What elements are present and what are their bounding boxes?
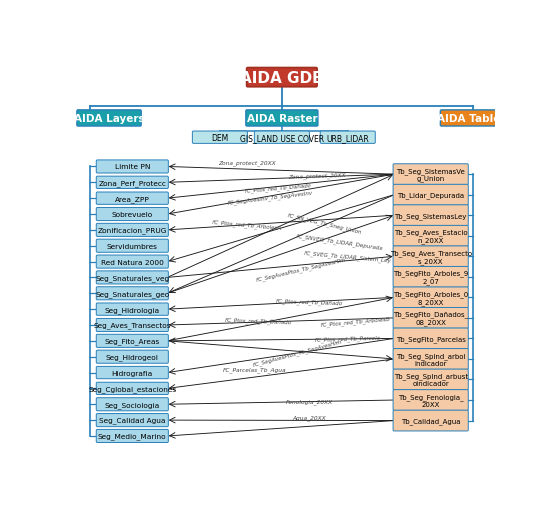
Text: Tb_Seg_Aves_Estacio
n_20XX: Tb_Seg_Aves_Estacio n_20XX [394,229,468,243]
FancyBboxPatch shape [96,366,168,379]
Text: FC_Ptos_red_Tb_Dañado: FC_Ptos_red_Tb_Dañado [276,297,343,305]
FancyBboxPatch shape [393,328,468,349]
Text: Seg_Snaturales_veg: Seg_Snaturales_veg [95,274,169,281]
Text: Servidumbres: Servidumbres [107,243,158,249]
Text: Tb_SegFito_Arboles_9
2_07: Tb_SegFito_Arboles_9 2_07 [393,270,468,285]
Text: Seg_Snaturales_geo: Seg_Snaturales_geo [95,290,169,297]
Text: Seg_Sociologia: Seg_Sociologia [104,401,160,408]
Text: GIS_LAND USE COVER: GIS_LAND USE COVER [240,133,324,143]
Text: FC_Parcelas_Tb_Agua: FC_Parcelas_Tb_Agua [223,367,287,373]
FancyBboxPatch shape [96,430,168,443]
FancyBboxPatch shape [96,303,168,316]
FancyBboxPatch shape [96,287,168,300]
FancyBboxPatch shape [96,161,168,174]
Text: Seg_Cglobal_estaciones: Seg_Cglobal_estaciones [88,385,177,392]
FancyBboxPatch shape [96,208,168,221]
Text: AIDA Raster: AIDA Raster [246,114,317,124]
FancyBboxPatch shape [96,398,168,411]
Text: AIDA GDB: AIDA GDB [240,71,324,86]
Text: Agua_20XX: Agua_20XX [292,414,326,420]
FancyBboxPatch shape [393,410,468,431]
FancyBboxPatch shape [96,224,168,237]
Text: Seg_Hidrologia: Seg_Hidrologia [104,306,160,313]
FancyBboxPatch shape [393,288,468,308]
Text: Sobrevuelo: Sobrevuelo [112,212,153,217]
Text: FC_SVEG_Tb_LIDAR_Sistem_Ley: FC_SVEG_Tb_LIDAR_Sistem_Ley [304,249,392,263]
Text: Zona_protect_20XX: Zona_protect_20XX [218,160,276,166]
Text: Tb_SegFito_Arboles_0
8_20XX: Tb_SegFito_Arboles_0 8_20XX [393,291,468,305]
Text: DEM: DEM [211,133,228,143]
FancyBboxPatch shape [393,267,468,288]
FancyBboxPatch shape [96,382,168,395]
FancyBboxPatch shape [96,271,168,285]
Text: Limite PN: Limite PN [114,164,150,170]
Text: FC_Ptos_red_Tb_Dañado: FC_Ptos_red_Tb_Dañado [244,183,312,194]
FancyBboxPatch shape [96,192,168,205]
Text: Tb_Seg_SistemasVe
g_Union: Tb_Seg_SistemasVe g_Union [397,167,465,182]
Text: Tb_Seg_Splnd_arbust
oindicador: Tb_Seg_Splnd_arbust oindicador [394,373,468,387]
FancyBboxPatch shape [254,132,310,144]
Text: FC_SegAvesPtos_Tb_SegAvesHim: FC_SegAvesPtos_Tb_SegAvesHim [252,338,343,367]
Text: Zona_Perf_Protecc: Zona_Perf_Protecc [98,180,166,186]
Text: Tb_Calidad_Agua: Tb_Calidad_Agua [401,417,460,424]
Text: Hidrografia: Hidrografia [112,370,153,376]
Text: URB_LIDAR: URB_LIDAR [326,133,369,143]
FancyBboxPatch shape [441,110,503,127]
FancyBboxPatch shape [246,68,317,88]
Text: Tb_SegFito_Dañados_
08_20XX: Tb_SegFito_Dañados_ 08_20XX [393,311,468,325]
Text: Tb_Seg_Aves_Transecto
s_20XX: Tb_Seg_Aves_Transecto s_20XX [389,249,472,264]
Text: Tb_Seg_Fenologia_
20XX: Tb_Seg_Fenologia_ 20XX [398,393,464,407]
FancyBboxPatch shape [393,308,468,329]
FancyBboxPatch shape [96,256,168,269]
Text: FC_Ptos_red_Tb_ArbolesA: FC_Ptos_red_Tb_ArbolesA [212,219,282,231]
FancyBboxPatch shape [393,206,468,226]
Text: FC_Ptos_red_Tb_ArbolesB: FC_Ptos_red_Tb_ArbolesB [320,316,390,328]
Text: Zona_protect_20XX: Zona_protect_20XX [288,172,345,180]
FancyBboxPatch shape [96,334,168,348]
Text: Tb_Seg_SistemasLey: Tb_Seg_SistemasLey [394,212,467,219]
FancyBboxPatch shape [393,349,468,370]
Text: Fenologia_20XX: Fenologia_20XX [285,399,333,404]
FancyBboxPatch shape [393,370,468,390]
Text: Seg_Aves_Transectos: Seg_Aves_Transectos [94,322,171,329]
FancyBboxPatch shape [393,226,468,247]
Text: Seg_Hidrogeol: Seg_Hidrogeol [106,354,159,360]
Text: Red Natura 2000: Red Natura 2000 [101,259,164,265]
FancyBboxPatch shape [77,110,141,127]
Text: FC_SN_VEG_Tb_Sneg_Union: FC_SN_VEG_Tb_Sneg_Union [287,212,362,235]
Text: Tb_Seg_Splnd_arbol
indicador: Tb_Seg_Splnd_arbol indicador [396,352,465,366]
FancyBboxPatch shape [393,164,468,185]
Text: AIDA Tables: AIDA Tables [437,114,507,124]
Text: FC_SegAvesPtos_Tb_SegAvesHim: FC_SegAvesPtos_Tb_SegAvesHim [256,256,346,282]
FancyBboxPatch shape [96,177,168,189]
FancyBboxPatch shape [393,246,468,267]
FancyBboxPatch shape [96,414,168,427]
FancyBboxPatch shape [96,351,168,363]
FancyBboxPatch shape [96,240,168,253]
Text: Zonificacion_PRUG: Zonificacion_PRUG [97,227,167,234]
FancyBboxPatch shape [393,185,468,206]
Text: Seg_Medio_Marino: Seg_Medio_Marino [98,433,167,439]
Text: FC_Ptos_red_Tb_Parcela: FC_Ptos_red_Tb_Parcela [315,334,381,343]
FancyBboxPatch shape [192,132,248,144]
Text: FC_SegAvesInv_Tb_SegAvesInv: FC_SegAvesInv_Tb_SegAvesInv [227,190,313,206]
Text: FC_SNVEG_Tb_LIDAR_Depurada: FC_SNVEG_Tb_LIDAR_Depurada [296,233,384,251]
Text: Area_ZPP: Area_ZPP [115,195,150,202]
Text: Tb_SegFito_Parcelas: Tb_SegFito_Parcelas [396,335,466,342]
Text: FC_Ptos_red_Tb_Dañado: FC_Ptos_red_Tb_Dañado [225,316,292,324]
FancyBboxPatch shape [320,132,375,144]
Text: Tb_Lidar_Depurada: Tb_Lidar_Depurada [397,192,464,199]
FancyBboxPatch shape [246,110,318,127]
Text: AIDA Layers: AIDA Layers [74,114,144,124]
FancyBboxPatch shape [96,319,168,332]
FancyBboxPatch shape [393,390,468,411]
Text: Seg_Fito_Areas: Seg_Fito_Areas [104,338,160,345]
Text: Seg_Calidad Agua: Seg_Calidad Agua [99,417,166,423]
